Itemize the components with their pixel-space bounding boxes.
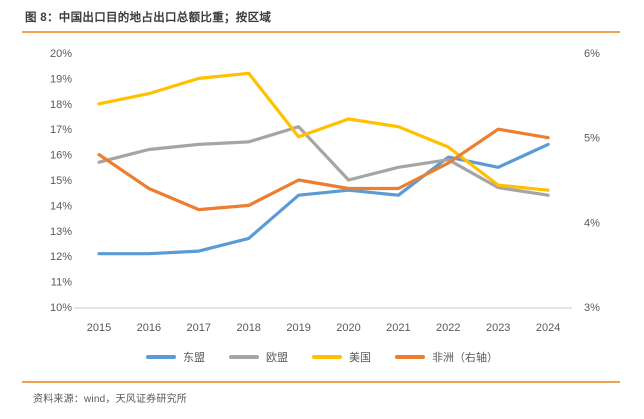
y-axis-right-tick-label: 6% xyxy=(584,48,600,60)
y-axis-left-tick-label: 10% xyxy=(50,302,72,314)
chart-legend: 东盟 欧盟 美国 非洲（右轴） xyxy=(0,347,644,367)
series-line-1 xyxy=(97,125,550,197)
x-axis-tick-label: 2020 xyxy=(336,322,360,334)
y-axis-right-tick-label: 3% xyxy=(584,302,600,314)
legend-swatch-icon xyxy=(229,355,259,359)
x-axis-tick-label: 2016 xyxy=(137,322,161,334)
figure-title: 图 8：中国出口目的地占出口总额比重；按区域 xyxy=(25,12,272,24)
bottom-divider-rule xyxy=(22,381,620,383)
x-axis-tick-label: 2023 xyxy=(486,322,510,334)
legend-label: 美国 xyxy=(349,352,371,364)
legend-label: 欧盟 xyxy=(266,352,288,364)
legend-swatch-icon xyxy=(146,355,176,359)
source-note: 资料来源：wind，天风证券研究所 xyxy=(33,394,187,405)
y-axis-left-tick-label: 16% xyxy=(50,150,72,162)
legend-swatch-icon xyxy=(395,355,425,359)
top-divider-rule xyxy=(22,31,620,33)
y-axis-left-tick-label: 17% xyxy=(50,124,72,136)
x-axis-tick-label: 2022 xyxy=(436,322,460,334)
series-line-3 xyxy=(97,127,550,212)
series-line-2 xyxy=(97,71,550,192)
legend-item-0: 东盟 xyxy=(146,349,205,365)
y-axis-right-tick-label: 5% xyxy=(584,133,600,145)
y-axis-left-tick-label: 12% xyxy=(50,251,72,263)
y-axis-left-tick-label: 11% xyxy=(51,277,72,289)
x-axis-tick-label: 2019 xyxy=(286,322,310,334)
x-axis-tick-label: 2024 xyxy=(536,322,560,334)
series-line-0 xyxy=(97,142,550,256)
line-chart: 20% 19% 18% 17% 16% 15% 14% 13% 12% 11% 10% 6% 5% 4% 3… xyxy=(50,48,600,334)
legend-item-1: 欧盟 xyxy=(229,349,288,365)
legend-swatch-icon xyxy=(312,355,342,359)
legend-label: 东盟 xyxy=(183,352,205,364)
y-axis-left-tick-label: 18% xyxy=(50,99,72,111)
y-axis-left-tick-label: 13% xyxy=(50,226,72,238)
y-axis-right-tick-label: 4% xyxy=(584,217,600,229)
x-axis-tick-label: 2017 xyxy=(187,322,211,334)
legend-item-3: 非洲（右轴） xyxy=(395,349,498,365)
y-axis-left-tick-label: 15% xyxy=(50,175,72,187)
y-axis-left-tick-label: 14% xyxy=(50,200,72,212)
y-axis-left-tick-label: 20% xyxy=(50,48,72,60)
x-axis-tick-label: 2015 xyxy=(87,322,111,334)
legend-item-2: 美国 xyxy=(312,349,371,365)
legend-label: 非洲（右轴） xyxy=(432,352,498,364)
y-axis-left-tick-label: 19% xyxy=(50,73,72,85)
x-axis-tick-label: 2018 xyxy=(236,322,260,334)
x-axis-tick-label: 2021 xyxy=(386,322,410,334)
